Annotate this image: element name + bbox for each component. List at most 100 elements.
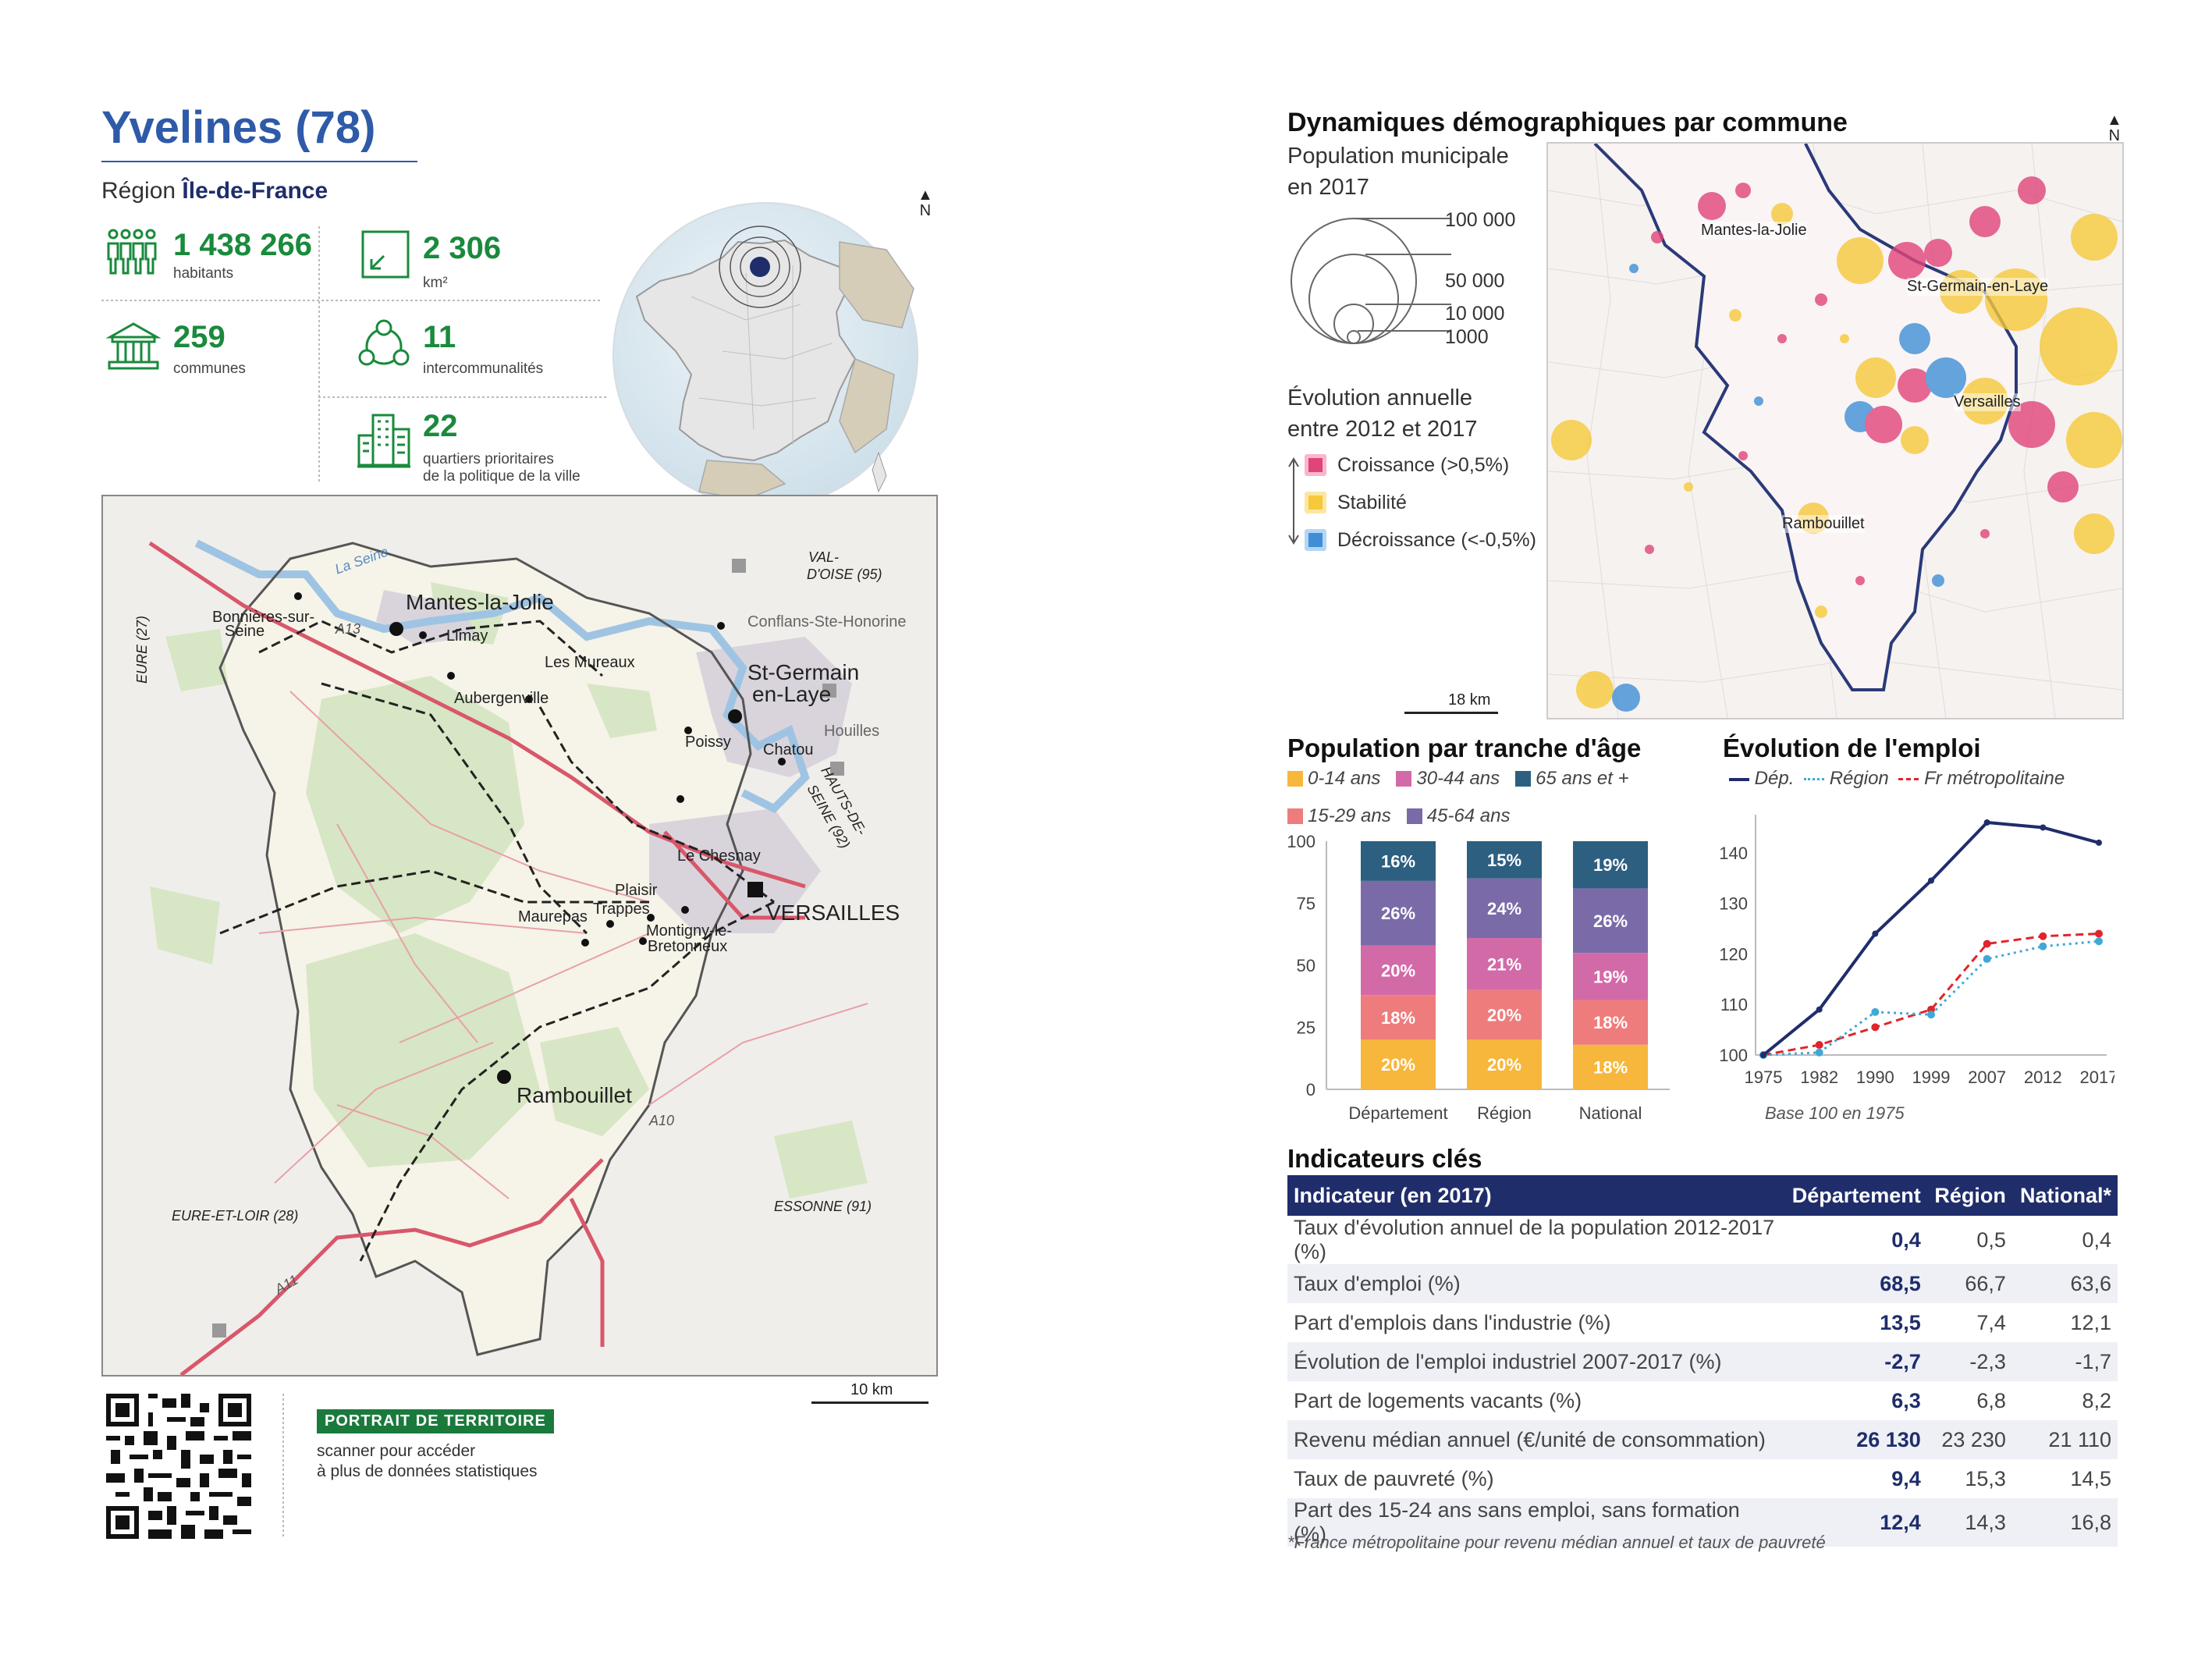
emploi-y-tick-label: 130 [1719, 894, 1748, 914]
row-dep: 0,4 [1891, 1227, 1921, 1252]
age-legend-swatch-2 [1396, 771, 1412, 787]
emploi-data-point [1983, 940, 1991, 948]
age-y-tick-label: 50 [1297, 956, 1315, 975]
row-dep: 6,3 [1891, 1388, 1921, 1412]
emploi-x-tick-label: 2012 [2024, 1068, 2062, 1087]
portrait-badge[interactable]: PORTRAIT DE TERRITOIRE [317, 1409, 554, 1433]
emploi-data-point [2039, 942, 2047, 950]
age-bar-data-label: 15% [1487, 851, 1521, 870]
legend-label-croissance: Croissance (>0,5%) [1337, 454, 1510, 476]
age-y-tick-label: 75 [1297, 894, 1315, 914]
row-dep: -2,7 [1784, 1342, 1927, 1381]
age-bar-segment [1361, 945, 1436, 996]
age-legend-swatch-1 [1287, 808, 1303, 824]
map-label-stgermain-2: en-Laye [752, 682, 832, 706]
map-label-montigny: Montigny-le- [646, 922, 733, 940]
emploi-y-tick-label: 100 [1719, 1046, 1748, 1065]
emploi-legend-line-0 [1729, 777, 1749, 781]
qr-code[interactable] [106, 1394, 251, 1543]
row-reg: 0,5 [1976, 1227, 2006, 1252]
age-bar-segment [1573, 888, 1648, 954]
buildings-icon [356, 412, 412, 474]
emploi-legend-region: Région [1804, 768, 1889, 789]
emploi-legend-fr: Fr métropolitaine [1898, 768, 2065, 789]
emploi-data-point [1928, 877, 1934, 884]
legend-label-decroissance: Décroissance (<-0,5%) [1337, 529, 1536, 551]
row-dep: 12,4 [1784, 1498, 1927, 1547]
area-value: 2 306 [423, 231, 502, 265]
age-y-tick-label: 25 [1297, 1018, 1315, 1038]
row-reg: 6,8 [1976, 1388, 2006, 1412]
communes-label: communes [173, 361, 246, 377]
age-bar-data-label: 18% [1381, 1008, 1415, 1028]
emploi-note: Base 100 en 1975 [1765, 1103, 1905, 1123]
age-legend-label-4: 65 ans et + [1536, 768, 1629, 789]
row-nat: 63,6 [2011, 1264, 2118, 1303]
row-nat: 14,5 [2070, 1466, 2111, 1490]
demo-map-label-mantes: Mantes-la-Jolie [1701, 222, 1807, 240]
row-label: Taux d'emploi (%) [1287, 1264, 1784, 1303]
age-x-tick-label: National [1579, 1103, 1642, 1123]
age-legend-item-2: 30-44 ans [1396, 768, 1500, 790]
north-arrow-right: ▲ N [2107, 112, 2122, 144]
age-bar-data-label: 26% [1381, 904, 1415, 923]
legend-label-stabilite: Stabilité [1337, 492, 1407, 513]
age-legend-item-3: 45-64 ans [1406, 805, 1511, 827]
qr-text-1: scanner pour accéder [317, 1442, 476, 1460]
map-label-stgermain: St-Germain [747, 660, 860, 684]
map-scale-bar [811, 1401, 928, 1404]
dept-label-eure: EURE (27) [134, 615, 150, 684]
row-label: Part des 15-24 ans sans emploi, sans for… [1287, 1498, 1784, 1547]
indicators-table-wrap: Indicateur (en 2017) Département Région … [1287, 1175, 2118, 1547]
age-bar-data-label: 20% [1381, 961, 1415, 980]
title-rule [101, 161, 417, 162]
age-bar-data-label: 20% [1381, 1055, 1415, 1075]
table-row: Part des 15-24 ans sans emploi, sans for… [1287, 1498, 2118, 1547]
quartiers-label-2: de la politique de la ville [423, 468, 581, 485]
map-label-trappes: Trappes [593, 901, 650, 918]
dept-label-valdoise: VAL- [808, 549, 840, 565]
region-line: Région Île-de-France [101, 178, 328, 204]
emploi-data-point [1815, 1048, 1823, 1057]
row-label: Taux de pauvreté (%) [1294, 1466, 1494, 1490]
age-bar-segment [1573, 1000, 1648, 1045]
network-icon [356, 318, 412, 377]
size-legend [1287, 211, 1451, 355]
emploi-data-point [1816, 1006, 1823, 1013]
table-row: Part d'emplois dans l'industrie (%) 13,5 7… [1287, 1303, 2118, 1342]
age-x-tick-label: Région [1477, 1103, 1532, 1123]
age-y-tick-label: 100 [1287, 832, 1315, 851]
emploi-x-tick-label: 2017 [2080, 1068, 2114, 1087]
north-label: N [919, 202, 932, 219]
region-label: Région [101, 178, 176, 204]
row-label: Taux d'évolution annuel de la population… [1294, 1216, 1775, 1263]
age-bar-data-label: 21% [1487, 954, 1521, 974]
indicators-table: Indicateur (en 2017) Département Région … [1287, 1175, 2118, 1547]
emploi-legend-line-1 [1804, 778, 1825, 781]
north-arrow-icon-2: ▲ [2107, 112, 2122, 129]
pop-legend-title-1: Population municipale [1287, 144, 1509, 169]
age-bar-segment [1573, 1044, 1648, 1089]
age-bar-data-label: 16% [1381, 851, 1415, 871]
age-bar-segment [1361, 880, 1436, 946]
age-bar-segment [1361, 841, 1436, 881]
size-label-100000: 100 000 [1445, 209, 1516, 231]
intercommunalites-value: 11 [423, 320, 456, 354]
row-dep: 9,4 [1891, 1466, 1921, 1490]
age-legend-swatch-4 [1515, 771, 1532, 787]
emploi-data-point [1927, 1011, 1935, 1019]
population-value: 1 438 266 [173, 228, 312, 262]
demo-map-label-versailles: Versailles [1954, 393, 2021, 411]
row-label: Évolution de l'emploi industriel 2007-20… [1287, 1342, 1784, 1381]
emploi-legend-label-2: Fr métropolitaine [1924, 768, 2065, 789]
communes-value: 259 [173, 320, 225, 354]
map-label-bonnieres-2: Seine [225, 623, 265, 640]
demographic-map-graphic [1548, 144, 2122, 718]
table-row: Taux d'évolution annuel de la population… [1287, 1216, 2118, 1264]
dept-label-valdoise-2: D'OISE (95) [807, 567, 882, 582]
row-nat: 21 110 [2011, 1420, 2118, 1459]
map-label-mantes: Mantes-la-Jolie [406, 590, 554, 614]
row-reg: -2,3 [1926, 1342, 2012, 1381]
row-reg: 14,3 [1926, 1498, 2012, 1547]
emploi-data-point [1872, 930, 1879, 937]
